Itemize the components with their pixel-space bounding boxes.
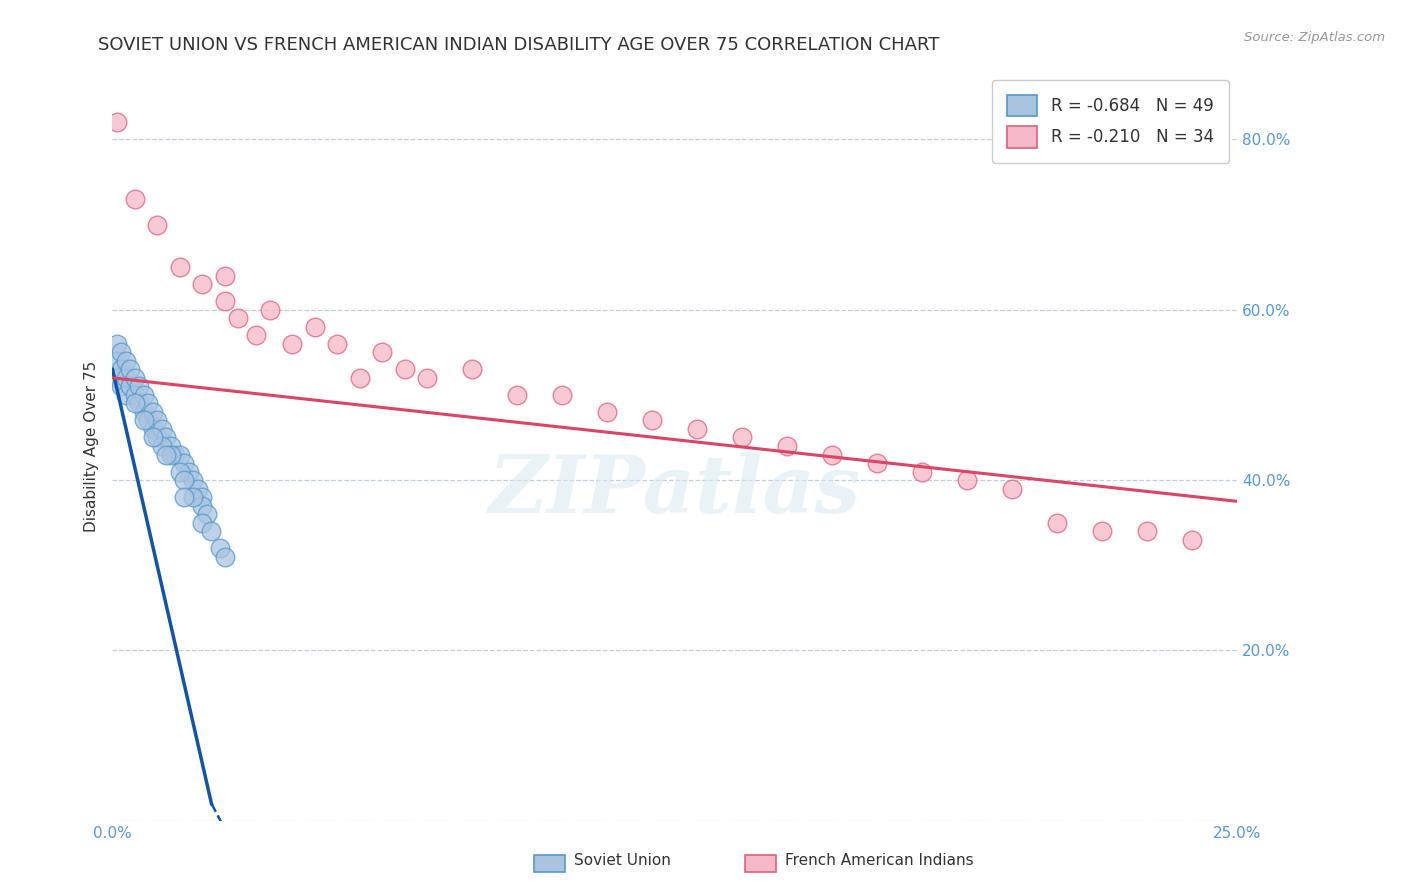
Point	[132, 405, 155, 419]
Point	[105, 371, 128, 385]
Point	[138, 413, 160, 427]
Point	[1046, 516, 1069, 530]
Point	[228, 311, 250, 326]
Point	[120, 379, 142, 393]
Point	[821, 448, 844, 462]
Point	[1181, 533, 1204, 547]
Point	[394, 362, 416, 376]
Point	[776, 439, 799, 453]
Point	[128, 379, 150, 393]
Text: Soviet Union: Soviet Union	[574, 853, 671, 868]
Point	[110, 345, 132, 359]
Point	[173, 456, 195, 470]
Point	[169, 448, 191, 462]
Point	[209, 541, 232, 556]
Point	[124, 388, 146, 402]
Text: French American Indians: French American Indians	[785, 853, 973, 868]
Point	[191, 490, 214, 504]
Point	[183, 490, 205, 504]
Point	[195, 507, 218, 521]
Point	[138, 396, 160, 410]
Point	[911, 465, 934, 479]
Point	[142, 422, 165, 436]
Point	[115, 371, 138, 385]
Point	[326, 336, 349, 351]
Point	[1001, 482, 1024, 496]
Point	[132, 413, 155, 427]
Point	[105, 354, 128, 368]
Point	[115, 354, 138, 368]
Point	[214, 294, 236, 309]
Point	[142, 405, 165, 419]
Point	[177, 465, 200, 479]
Point	[200, 524, 222, 538]
Point	[245, 328, 267, 343]
Point	[214, 549, 236, 564]
Text: Source: ZipAtlas.com: Source: ZipAtlas.com	[1244, 31, 1385, 45]
Point	[866, 456, 889, 470]
Point	[124, 192, 146, 206]
Point	[596, 405, 619, 419]
Point	[551, 388, 574, 402]
Point	[132, 388, 155, 402]
Point	[142, 430, 165, 444]
Point	[956, 473, 979, 487]
Point	[110, 379, 132, 393]
Y-axis label: Disability Age Over 75: Disability Age Over 75	[83, 360, 98, 532]
Point	[146, 430, 169, 444]
Point	[115, 388, 138, 402]
Point	[155, 448, 177, 462]
Point	[169, 465, 191, 479]
Point	[259, 302, 281, 317]
Point	[146, 413, 169, 427]
Point	[461, 362, 484, 376]
Point	[169, 260, 191, 275]
Text: SOVIET UNION VS FRENCH AMERICAN INDIAN DISABILITY AGE OVER 75 CORRELATION CHART: SOVIET UNION VS FRENCH AMERICAN INDIAN D…	[98, 36, 939, 54]
Point	[165, 448, 187, 462]
Point	[371, 345, 394, 359]
Point	[160, 448, 183, 462]
Point	[349, 371, 371, 385]
Point	[146, 218, 169, 232]
Point	[416, 371, 439, 385]
Legend: R = -0.684   N = 49, R = -0.210   N = 34: R = -0.684 N = 49, R = -0.210 N = 34	[993, 79, 1229, 162]
Point	[173, 490, 195, 504]
Point	[641, 413, 664, 427]
Point	[214, 268, 236, 283]
Point	[120, 362, 142, 376]
Point	[731, 430, 754, 444]
Point	[105, 115, 128, 129]
Point	[173, 473, 195, 487]
Point	[160, 439, 183, 453]
Point	[183, 473, 205, 487]
Point	[155, 430, 177, 444]
Point	[191, 499, 214, 513]
Point	[686, 422, 709, 436]
Point	[150, 439, 173, 453]
Point	[281, 336, 304, 351]
Point	[191, 516, 214, 530]
Point	[506, 388, 529, 402]
Point	[191, 277, 214, 292]
Point	[105, 336, 128, 351]
Point	[1091, 524, 1114, 538]
Point	[1136, 524, 1159, 538]
Point	[304, 319, 326, 334]
Point	[187, 482, 209, 496]
Point	[150, 422, 173, 436]
Point	[128, 396, 150, 410]
Point	[124, 396, 146, 410]
Point	[124, 371, 146, 385]
Text: ZIPatlas: ZIPatlas	[489, 452, 860, 530]
Point	[110, 362, 132, 376]
